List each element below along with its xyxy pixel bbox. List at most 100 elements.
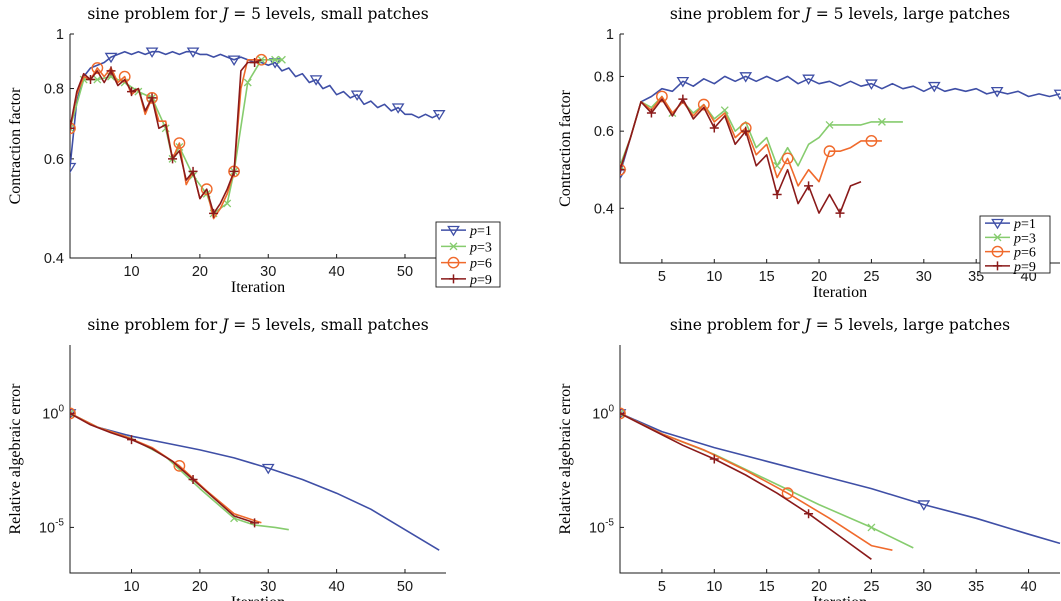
y-tick-label: 0.4 (44, 251, 64, 267)
data-point-p=9 (835, 208, 845, 218)
x-tick-label: 5 (658, 269, 666, 285)
x-tick-label: 15 (759, 269, 775, 285)
data-point-p=1 (227, 55, 241, 66)
legend-marker (449, 242, 458, 251)
series-group (70, 47, 446, 220)
legend (435, 221, 501, 288)
axes-frame (619, 34, 1060, 264)
series-line-p=9 (620, 98, 862, 214)
y-axis-label: Relative algebraic error (7, 383, 24, 535)
data-point-p=9 (250, 57, 260, 67)
x-tick-label: 20 (811, 579, 827, 595)
data-point-p=3 (825, 120, 834, 129)
chart-title: sine problem for J = 5 levels, small pat… (87, 5, 428, 23)
x-tick-label: 40 (329, 579, 345, 595)
data-point-p=6 (823, 145, 836, 158)
data-point-p=3 (93, 75, 102, 84)
x-tick-label: 25 (863, 579, 879, 595)
title-part: sine problem for (670, 5, 805, 23)
panel-contraction-small: sine problem for J = 5 levels, small pat… (7, 5, 501, 296)
x-tick-label: 10 (123, 264, 139, 280)
data-point-p=9 (147, 93, 157, 103)
data-point-p=3 (70, 409, 74, 418)
legend-val: =9 (1021, 260, 1036, 275)
y-axis-label: Contraction factor (557, 89, 574, 207)
legend-label: p=9 (1013, 260, 1036, 275)
data-point-p=9 (646, 108, 656, 118)
legend-var: p (469, 273, 477, 288)
x-tick-label: 20 (192, 579, 208, 595)
title-part: = 5 levels, large patches (811, 5, 1010, 23)
chart-title: sine problem for J = 5 levels, large pat… (670, 316, 1010, 334)
data-point-p=9 (620, 408, 625, 418)
axes-frame (69, 34, 446, 259)
data-point-p=6 (70, 122, 76, 135)
y-tick-label: 0.4 (594, 201, 614, 217)
tick-base: 10 (592, 406, 608, 422)
y-tick-label: 0.8 (594, 69, 614, 85)
data-point-p=6 (70, 407, 76, 420)
data-point-p=9 (168, 154, 178, 164)
legend-marker (449, 274, 458, 284)
x-tick-label: 10 (706, 269, 722, 285)
data-point-p=9 (188, 166, 198, 176)
data-point-p=6 (200, 183, 213, 196)
data-point-p=9 (772, 190, 782, 200)
data-point-p=9 (188, 475, 198, 485)
data-point-p=3 (70, 124, 74, 133)
data-point-p=1 (865, 79, 878, 90)
data-point-p=3 (277, 55, 286, 64)
legend-val: =9 (477, 273, 492, 288)
y-tick-label: 10-5 (39, 517, 64, 536)
data-point-p=9 (804, 181, 814, 191)
x-tick-label: 10 (123, 579, 139, 595)
data-point-p=1 (145, 47, 159, 58)
chart-title: sine problem for J = 5 levels, small pat… (87, 316, 428, 334)
legend-label: p=6 (1013, 246, 1036, 261)
legend-label: p=9 (469, 273, 492, 288)
data-point-p=9 (127, 435, 137, 445)
x-tick-label: 20 (811, 269, 827, 285)
data-point-p=3 (257, 55, 266, 64)
data-point-p=6 (620, 407, 626, 420)
panel-error-small: sine problem for J = 5 levels, small pat… (7, 316, 446, 601)
data-point-p=9 (250, 518, 260, 528)
title-variable: J (802, 5, 812, 23)
tick-exponent: -5 (605, 517, 614, 528)
y-tick-label: 10-5 (589, 517, 614, 536)
data-point-p=9 (86, 75, 96, 85)
data-point-p=6 (118, 70, 131, 83)
tick-base: 10 (589, 520, 605, 536)
y-tick-label: 0.6 (44, 152, 64, 168)
data-point-p=1 (676, 76, 690, 88)
legend-val: =3 (477, 240, 492, 255)
data-point-p=9 (709, 454, 719, 464)
legend-val: =3 (1021, 231, 1036, 246)
data-point-p=1 (350, 90, 364, 101)
data-point-p=1 (70, 162, 77, 174)
data-point-p=6 (781, 152, 794, 165)
data-point-p=9 (804, 509, 814, 519)
x-tick-label: 5 (658, 579, 666, 595)
y-axis-label: Relative algebraic error (557, 383, 574, 535)
y-tick-label: 0.8 (44, 82, 64, 98)
series-line-p=3 (620, 95, 903, 167)
data-point-p=1 (391, 103, 405, 114)
x-tick-label: 40 (1021, 579, 1037, 595)
data-point-p=9 (127, 87, 137, 97)
legend-marker (447, 256, 460, 269)
x-tick-label: 25 (863, 269, 879, 285)
x-tick-label: 35 (968, 579, 984, 595)
data-point-p=3 (243, 78, 252, 87)
x-axis-label: Iteration (231, 279, 285, 296)
series-group (70, 407, 440, 551)
data-point-p=6 (656, 90, 668, 103)
tick-exponent: 0 (58, 403, 64, 414)
x-tick-label: 20 (192, 264, 208, 280)
data-point-p=9 (229, 166, 239, 176)
legend-marker (993, 233, 1002, 242)
title-variable: J (802, 316, 812, 334)
series-line-p=6 (70, 59, 262, 220)
data-point-p=3 (877, 117, 886, 126)
data-point-p=6 (146, 91, 158, 104)
